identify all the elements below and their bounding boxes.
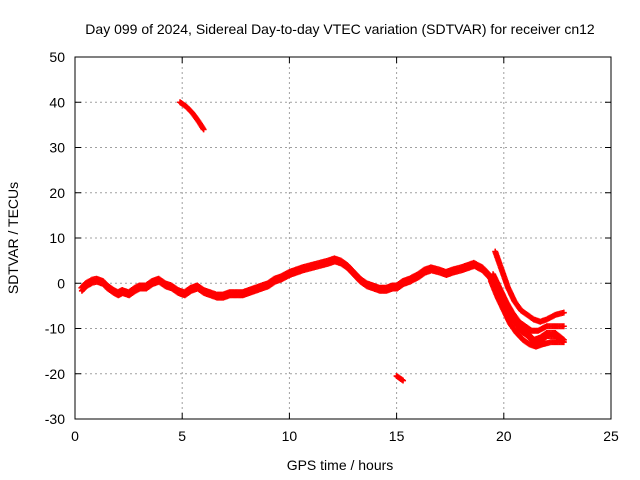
data-series (78, 99, 567, 384)
x-tick-label: 20 (496, 428, 512, 444)
axis-ticks: -30 -20 -10 0 10 20 30 40 50 0 5 10 15 20 25 (45, 49, 619, 444)
series-late-upper-branch (492, 248, 567, 325)
x-tick-label: 25 (603, 428, 619, 444)
y-tick-label: 50 (49, 49, 65, 65)
y-tick-label: 0 (57, 275, 65, 291)
chart-title: Day 099 of 2024, Sidereal Day-to-day VTE… (85, 21, 595, 37)
y-tick-label: 10 (49, 230, 65, 246)
series-late-lower-branch (487, 277, 567, 350)
y-axis-label: SDTVAR / TECUs (5, 182, 21, 294)
series-upper-arc (177, 99, 207, 133)
x-tick-label: 10 (282, 428, 298, 444)
y-tick-label: 40 (49, 94, 65, 110)
series-main-band (78, 255, 567, 346)
data-point (400, 377, 407, 384)
data-point (560, 323, 567, 330)
series-low-outlier (393, 373, 407, 384)
data-point (560, 309, 567, 316)
y-tick-label: -30 (45, 411, 65, 427)
data-point (200, 126, 207, 133)
grid (75, 57, 611, 419)
series-late-mid-branch (490, 271, 567, 334)
data-point (560, 339, 567, 346)
y-tick-label: -10 (45, 321, 65, 337)
y-tick-label: 20 (49, 185, 65, 201)
y-tick-label: -20 (45, 366, 65, 382)
x-axis-label: GPS time / hours (287, 457, 394, 473)
x-tick-label: 5 (178, 428, 186, 444)
x-tick-label: 0 (71, 428, 79, 444)
y-tick-label: 30 (49, 140, 65, 156)
x-tick-label: 15 (389, 428, 405, 444)
